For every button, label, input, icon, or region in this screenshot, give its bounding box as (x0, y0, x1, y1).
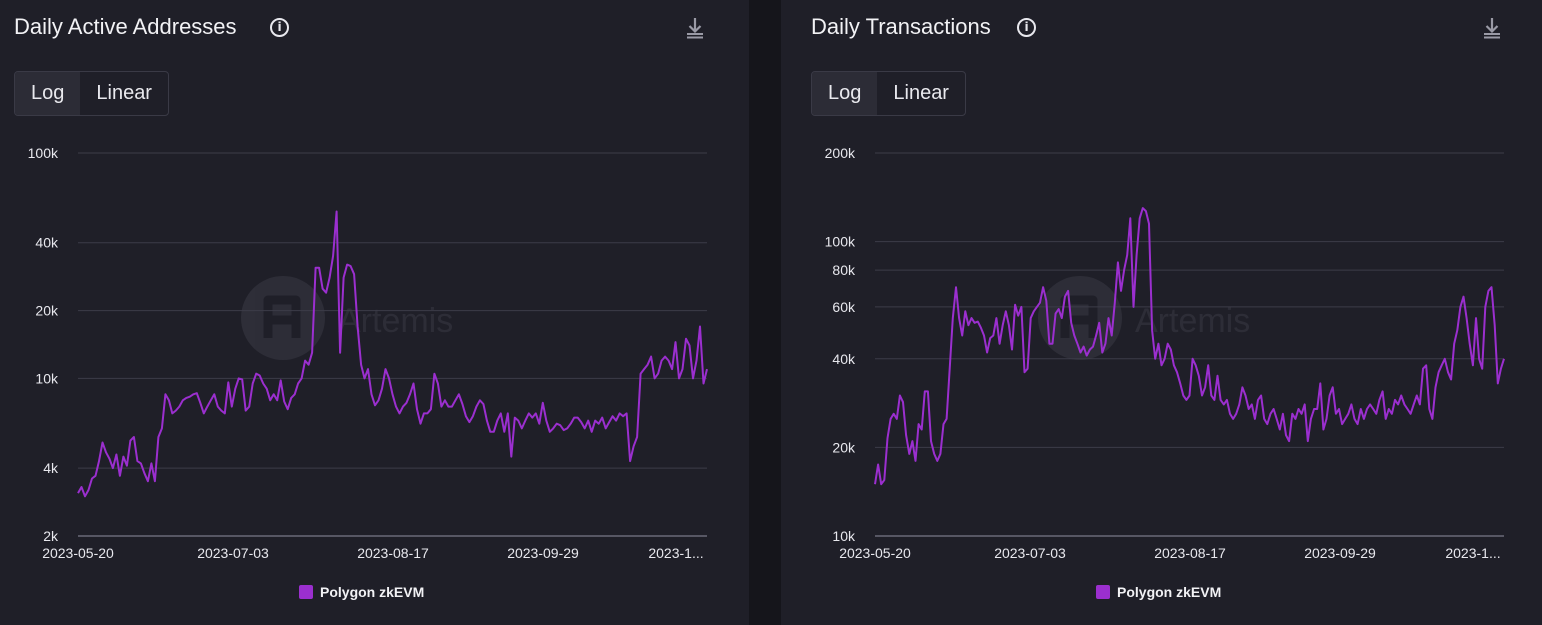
y-tick-label: 4k (43, 460, 59, 476)
y-tick-label: 10k (832, 528, 856, 544)
legend[interactable]: Polygon zkEVM (299, 584, 424, 600)
x-tick-label: 2023-08-17 (357, 545, 429, 560)
x-tick-label: 2023-07-03 (994, 545, 1066, 560)
watermark-text: Artemis (338, 302, 453, 340)
scale-linear-option[interactable]: Linear (893, 82, 949, 104)
y-tick-label: 10k (35, 370, 59, 386)
x-tick-label: 2023-08-17 (1154, 545, 1226, 560)
scale-log-option[interactable]: Log (15, 72, 81, 115)
legend-label: Polygon zkEVM (1117, 584, 1222, 600)
x-tick-label: 2023-09-29 (507, 545, 579, 560)
y-tick-label: 60k (832, 299, 856, 315)
panel-gap (749, 0, 781, 625)
chart-panel-active-addresses: Daily Active Addresses i Log Linear Arte… (0, 0, 749, 625)
y-tick-label: 100k (825, 234, 856, 250)
panel-title: Daily Active Addresses (14, 14, 237, 39)
x-tick-label: 2023-09-29 (1304, 545, 1376, 560)
info-icon[interactable]: i (1017, 18, 1036, 37)
y-tick-label: 40k (35, 235, 59, 251)
transactions-chart: Artemis 10k 20k 40k 60k 80k 100k 200k 2023-05-20… (825, 145, 1505, 560)
legend[interactable]: Polygon zkEVM (1096, 584, 1221, 600)
y-tick-label: 2k (43, 528, 59, 544)
active-addresses-chart: Artemis 2k 4k 10k 20k 40k 100k 2023-05-20 2023-0… (28, 145, 708, 560)
y-tick-label: 20k (35, 303, 59, 319)
download-icon[interactable] (1482, 16, 1502, 40)
y-tick-label: 100k (28, 145, 59, 161)
x-tick-label: 2023-05-20 (839, 545, 911, 560)
legend-swatch (299, 585, 313, 599)
scale-log-option[interactable]: Log (812, 72, 878, 115)
scale-toggle: Log Linear (14, 71, 169, 116)
legend-label: Polygon zkEVM (320, 584, 425, 600)
y-tick-label: 40k (832, 351, 856, 367)
series-line-polygon-zkevm[interactable] (874, 207, 1505, 486)
scale-linear-option[interactable]: Linear (96, 82, 152, 104)
scale-toggle: Log Linear (811, 71, 966, 116)
y-tick-label: 200k (825, 145, 856, 161)
artemis-watermark: Artemis (241, 276, 453, 360)
x-tick-label: 2023-1... (1445, 545, 1500, 560)
legend-swatch (1096, 585, 1110, 599)
watermark-text: Artemis (1135, 302, 1250, 340)
x-tick-label: 2023-1... (648, 545, 703, 560)
info-icon[interactable]: i (270, 18, 289, 37)
x-tick-label: 2023-07-03 (197, 545, 269, 560)
download-icon[interactable] (685, 16, 705, 40)
chart-panel-transactions: Daily Transactions i Log Linear Artemis 1… (781, 0, 1542, 625)
y-tick-label: 20k (832, 439, 856, 455)
panel-title: Daily Transactions (811, 14, 991, 39)
y-tick-label: 80k (832, 262, 856, 278)
series-line-polygon-zkevm[interactable] (77, 210, 708, 498)
x-tick-label: 2023-05-20 (42, 545, 114, 560)
